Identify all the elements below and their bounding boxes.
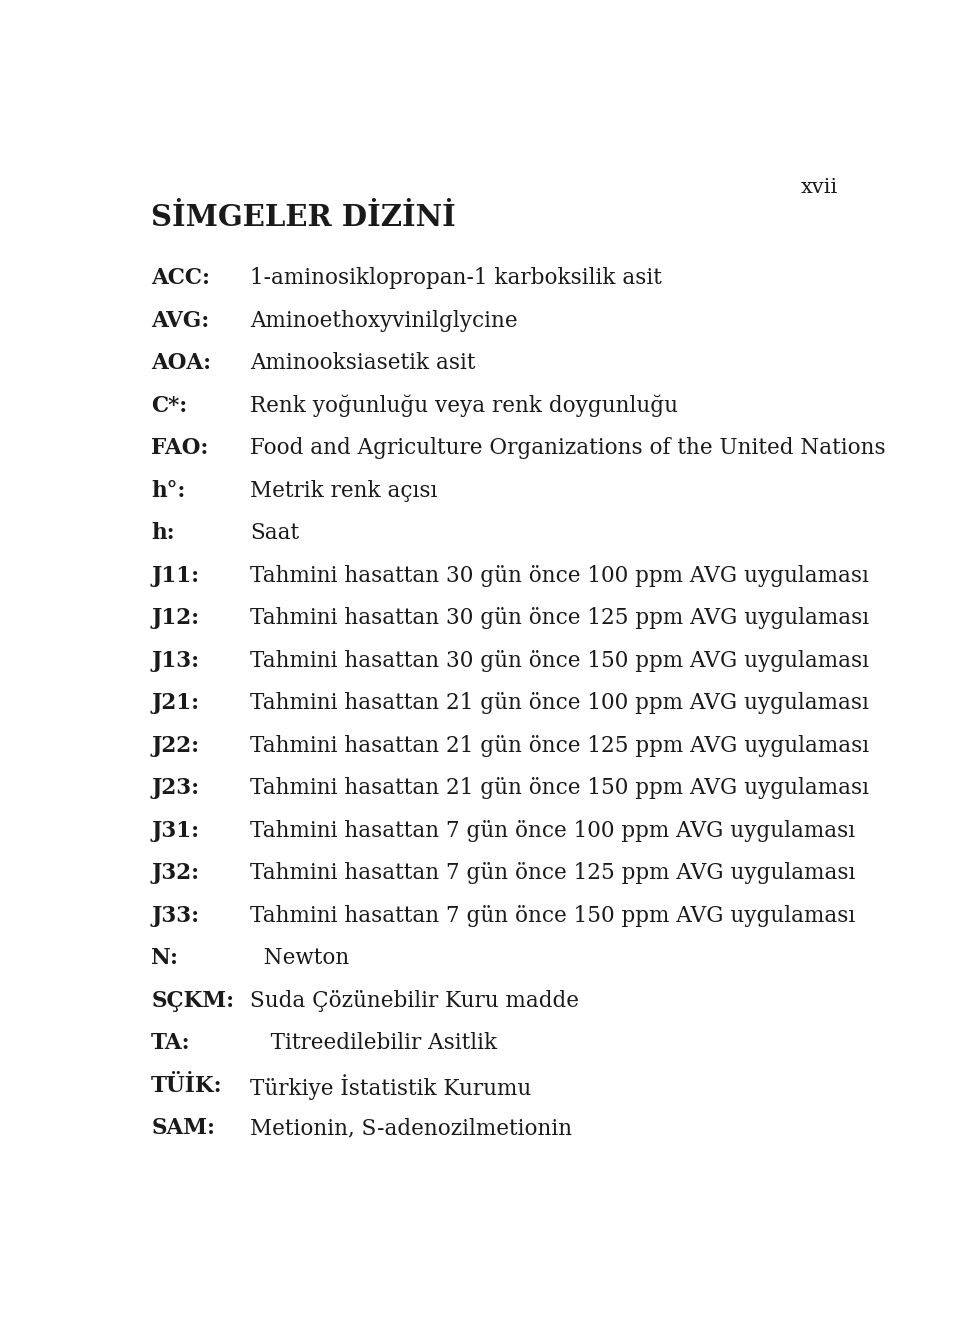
Text: Tahmini hasattan 21 gün önce 150 ppm AVG uygulaması: Tahmini hasattan 21 gün önce 150 ppm AVG… — [251, 777, 869, 799]
Text: Renk yoğunluğu veya renk doygunluğu: Renk yoğunluğu veya renk doygunluğu — [251, 395, 678, 418]
Text: Tahmini hasattan 7 gün önce 100 ppm AVG uygulaması: Tahmini hasattan 7 gün önce 100 ppm AVG … — [251, 819, 855, 842]
Text: 1-aminosiklopropan-1 karboksilik asit: 1-aminosiklopropan-1 karboksilik asit — [251, 267, 662, 289]
Text: J11:: J11: — [152, 565, 200, 587]
Text: C*:: C*: — [152, 395, 187, 416]
Text: J32:: J32: — [152, 862, 200, 884]
Text: J33:: J33: — [152, 904, 200, 927]
Text: J21:: J21: — [152, 692, 200, 714]
Text: J13:: J13: — [152, 649, 200, 672]
Text: Türkiye İstatistik Kurumu: Türkiye İstatistik Kurumu — [251, 1075, 532, 1100]
Text: Metionin, S-adenozilmetionin: Metionin, S-adenozilmetionin — [251, 1117, 572, 1138]
Text: xvii: xvii — [801, 178, 838, 197]
Text: Tahmini hasattan 7 gün önce 150 ppm AVG uygulaması: Tahmini hasattan 7 gün önce 150 ppm AVG … — [251, 904, 855, 927]
Text: Tahmini hasattan 30 gün önce 150 ppm AVG uygulaması: Tahmini hasattan 30 gün önce 150 ppm AVG… — [251, 649, 869, 672]
Text: SİMGELER DİZİNİ: SİMGELER DİZİNİ — [152, 202, 456, 231]
Text: ACC:: ACC: — [152, 267, 210, 289]
Text: Tahmini hasattan 21 gün önce 100 ppm AVG uygulaması: Tahmini hasattan 21 gün önce 100 ppm AVG… — [251, 692, 869, 714]
Text: Metrik renk açısı: Metrik renk açısı — [251, 480, 438, 501]
Text: Suda Çözünebilir Kuru madde: Suda Çözünebilir Kuru madde — [251, 990, 579, 1012]
Text: FAO:: FAO: — [152, 438, 208, 459]
Text: N:: N: — [152, 947, 179, 970]
Text: Saat: Saat — [251, 523, 300, 544]
Text: J12:: J12: — [152, 606, 200, 629]
Text: Newton: Newton — [251, 947, 349, 970]
Text: J22:: J22: — [152, 734, 200, 757]
Text: Tahmini hasattan 30 gün önce 125 ppm AVG uygulaması: Tahmini hasattan 30 gün önce 125 ppm AVG… — [251, 606, 870, 629]
Text: Titreedilebilir Asitlik: Titreedilebilir Asitlik — [251, 1032, 497, 1055]
Text: TÜİK:: TÜİK: — [152, 1075, 223, 1097]
Text: TA:: TA: — [152, 1032, 191, 1055]
Text: SAM:: SAM: — [152, 1117, 215, 1138]
Text: SÇKM:: SÇKM: — [152, 990, 234, 1012]
Text: AVG:: AVG: — [152, 310, 209, 331]
Text: J23:: J23: — [152, 777, 200, 799]
Text: J31:: J31: — [152, 819, 200, 842]
Text: Aminoethoxyvinilglycine: Aminoethoxyvinilglycine — [251, 310, 517, 331]
Text: Tahmini hasattan 30 gün önce 100 ppm AVG uygulaması: Tahmini hasattan 30 gün önce 100 ppm AVG… — [251, 565, 869, 587]
Text: AOA:: AOA: — [152, 352, 211, 374]
Text: h:: h: — [152, 523, 175, 544]
Text: Aminooksiasetik asit: Aminooksiasetik asit — [251, 352, 476, 374]
Text: Food and Agriculture Organizations of the United Nations: Food and Agriculture Organizations of th… — [251, 438, 886, 459]
Text: h°:: h°: — [152, 480, 185, 501]
Text: Tahmini hasattan 21 gün önce 125 ppm AVG uygulaması: Tahmini hasattan 21 gün önce 125 ppm AVG… — [251, 734, 870, 757]
Text: Tahmini hasattan 7 gün önce 125 ppm AVG uygulaması: Tahmini hasattan 7 gün önce 125 ppm AVG … — [251, 862, 855, 884]
